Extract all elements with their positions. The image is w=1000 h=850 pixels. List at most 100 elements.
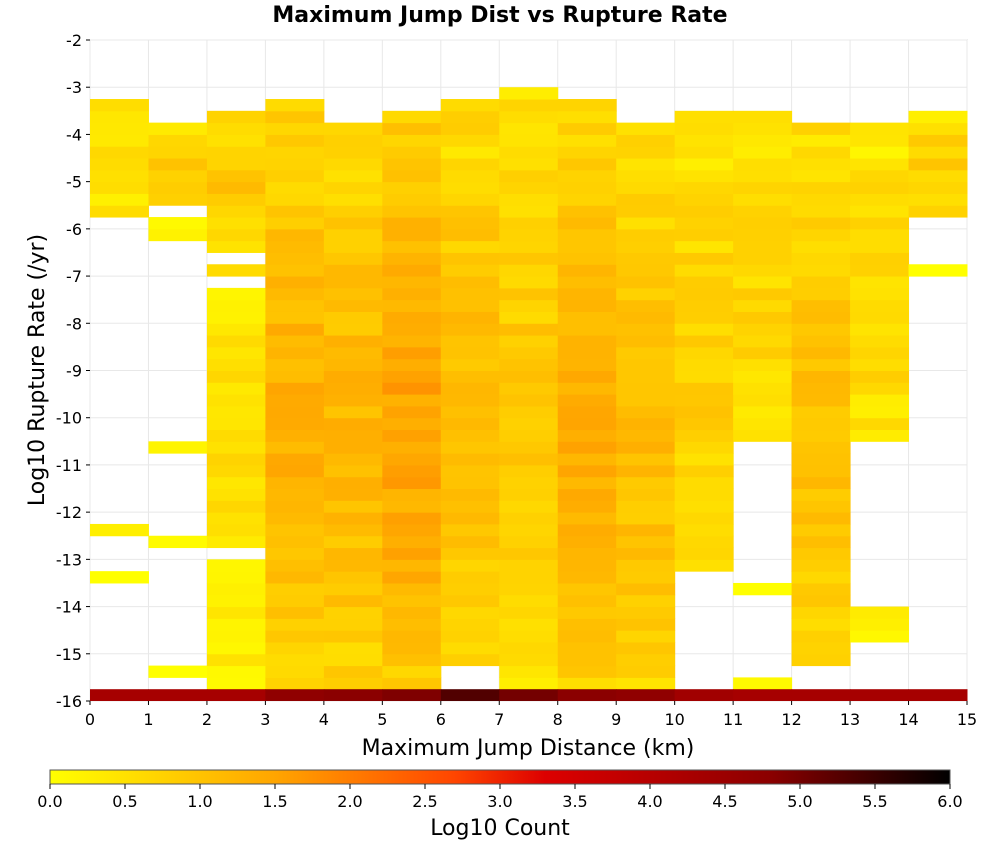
y-tick-labels: -2 -3 -4 -5 -6 -7 -8 -9 -10 -11 -12 -13 -14 -15 -16 <box>56 31 90 711</box>
heatmap-cell <box>265 205 325 218</box>
heatmap-cell <box>674 323 734 336</box>
heatmap-cell <box>440 571 500 584</box>
heatmap-cell <box>674 358 734 371</box>
heatmap-cell <box>440 476 500 490</box>
heatmap-cell <box>440 122 500 135</box>
colorbar-tick-label: 4.5 <box>712 792 737 811</box>
heatmap-cell <box>382 512 442 525</box>
heatmap-cell <box>323 441 383 454</box>
colorbar-tick-label: 1.5 <box>262 792 287 811</box>
colorbar-tick-labels: 0.0 0.5 1.0 1.5 2.0 2.5 3.0 3.5 4.0 4.5 5.0 5.5 6.0 <box>37 784 963 811</box>
heatmap-cell <box>557 99 617 112</box>
heatmap-cell <box>206 146 266 159</box>
heatmap-cell <box>265 547 325 560</box>
heatmap-cell <box>382 618 442 631</box>
heatmap-cell <box>674 193 734 206</box>
heatmap-cell <box>440 323 500 336</box>
heatmap-cell <box>440 630 500 643</box>
heatmap-cell <box>148 535 208 549</box>
heatmap-cell <box>850 287 910 301</box>
heatmap-cell <box>557 677 617 690</box>
heatmap-cell <box>323 169 383 183</box>
heatmap-cell <box>499 571 559 584</box>
heatmap-cell <box>440 500 500 513</box>
heatmap-cell <box>557 110 617 124</box>
heatmap-cell <box>616 677 676 690</box>
heatmap-cell <box>499 335 559 348</box>
heatmap-cell <box>674 512 734 525</box>
heatmap-cell <box>616 641 676 655</box>
heatmap-cell <box>206 370 266 383</box>
heatmap-cell <box>733 122 793 135</box>
heatmap-cell <box>616 158 676 171</box>
heatmap-cell <box>557 500 617 513</box>
heatmap-cell <box>791 535 851 549</box>
heatmap-cell <box>850 346 910 360</box>
heatmap-cell <box>557 240 617 253</box>
heatmap-cell <box>206 346 266 360</box>
heatmap-cell <box>206 441 266 454</box>
heatmap-cell <box>323 122 383 135</box>
heatmap-cell <box>557 594 617 608</box>
y-tick-label: -6 <box>66 220 82 239</box>
heatmap-cell <box>265 394 325 407</box>
heatmap-cell <box>323 335 383 348</box>
heatmap-cell-bottom <box>440 689 500 701</box>
heatmap-cell <box>674 405 734 419</box>
y-tick-label: -10 <box>56 409 82 428</box>
x-tick-label: 9 <box>611 710 621 729</box>
y-tick-label: -14 <box>56 598 82 617</box>
heatmap-cell <box>440 488 500 501</box>
heatmap-cell <box>616 559 676 572</box>
heatmap-cell <box>733 323 793 336</box>
heatmap-cell <box>850 146 910 159</box>
heatmap-cell <box>440 582 500 596</box>
y-tick-label: -9 <box>66 362 82 381</box>
heatmap-cell <box>265 158 325 171</box>
x-tick-label: 7 <box>494 710 504 729</box>
heatmap-cell <box>791 582 851 596</box>
heatmap-cell <box>850 299 910 312</box>
heatmap-cell <box>733 146 793 159</box>
heatmap-cell <box>557 134 617 147</box>
heatmap-cell <box>265 240 325 253</box>
heatmap-cell <box>557 335 617 348</box>
heatmap-cell-bottom <box>908 689 968 701</box>
x-tick-label: 1 <box>143 710 153 729</box>
heatmap-cell <box>265 146 325 159</box>
heatmap-cell <box>206 122 266 135</box>
heatmap-cell <box>323 453 383 466</box>
heatmap-cell <box>499 535 559 549</box>
heatmap-cell <box>674 134 734 147</box>
heatmap-cell <box>382 276 442 289</box>
heatmap-cell <box>265 169 325 183</box>
heatmap-cell <box>850 405 910 419</box>
heatmap-cell <box>382 417 442 431</box>
heatmap-cell <box>674 228 734 242</box>
heatmap-cell <box>148 181 208 194</box>
heatmap-cell <box>674 299 734 312</box>
heatmap-cell-bottom <box>148 689 208 701</box>
heatmap-cell <box>674 382 734 395</box>
heatmap-cell <box>616 346 676 360</box>
heatmap-cell <box>265 252 325 265</box>
heatmap-cell <box>265 476 325 490</box>
heatmap-cell <box>206 217 266 230</box>
heatmap-cell <box>440 146 500 159</box>
heatmap-cell <box>499 476 559 490</box>
heatmap-cell <box>850 323 910 336</box>
heatmap-cell <box>499 346 559 360</box>
heatmap-cell <box>90 193 149 206</box>
heatmap-cell <box>440 228 500 242</box>
heatmap-cell <box>557 264 617 277</box>
heatmap-cell <box>265 405 325 419</box>
y-tick-label: -13 <box>56 550 82 569</box>
heatmap-cell <box>499 523 559 537</box>
heatmap-cell <box>616 500 676 513</box>
heatmap-cell <box>265 122 325 135</box>
x-tick-label: 0 <box>85 710 95 729</box>
heatmap-cell <box>265 641 325 655</box>
heatmap-cell <box>148 441 208 454</box>
heatmap-cell <box>440 429 500 442</box>
